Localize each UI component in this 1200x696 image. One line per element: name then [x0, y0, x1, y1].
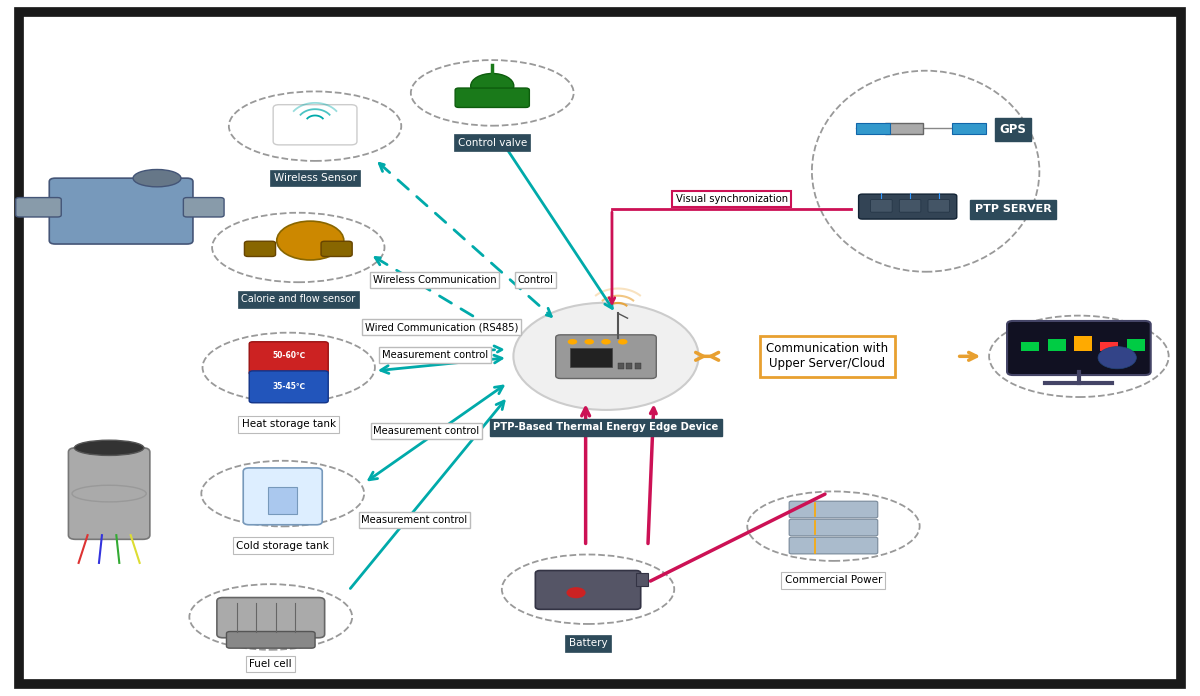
FancyBboxPatch shape	[68, 448, 150, 539]
Text: Battery: Battery	[569, 638, 607, 648]
Text: Measurement control: Measurement control	[382, 350, 488, 360]
Circle shape	[1098, 347, 1136, 369]
FancyBboxPatch shape	[16, 198, 61, 217]
FancyBboxPatch shape	[570, 348, 612, 367]
Circle shape	[601, 339, 611, 345]
FancyBboxPatch shape	[19, 12, 1181, 684]
Text: Control valve: Control valve	[457, 138, 527, 148]
FancyBboxPatch shape	[899, 200, 920, 212]
FancyBboxPatch shape	[857, 122, 889, 134]
Text: Control: Control	[517, 275, 553, 285]
Circle shape	[566, 587, 586, 599]
Text: Commercial Power: Commercial Power	[785, 575, 882, 585]
FancyBboxPatch shape	[455, 88, 529, 107]
Circle shape	[618, 339, 628, 345]
FancyBboxPatch shape	[1100, 342, 1118, 351]
Circle shape	[470, 74, 514, 98]
FancyBboxPatch shape	[217, 598, 325, 638]
Ellipse shape	[133, 170, 181, 187]
Circle shape	[568, 339, 577, 345]
FancyBboxPatch shape	[1007, 321, 1151, 375]
FancyBboxPatch shape	[790, 519, 877, 536]
FancyBboxPatch shape	[952, 122, 985, 134]
Text: Fuel cell: Fuel cell	[250, 659, 292, 669]
Text: Cold storage tank: Cold storage tank	[236, 541, 329, 551]
FancyBboxPatch shape	[636, 574, 648, 586]
Text: Measurement control: Measurement control	[361, 515, 468, 525]
FancyBboxPatch shape	[274, 104, 356, 145]
FancyBboxPatch shape	[250, 342, 329, 375]
FancyBboxPatch shape	[1021, 342, 1039, 351]
FancyBboxPatch shape	[790, 537, 877, 554]
Text: GPS: GPS	[1000, 123, 1026, 136]
FancyBboxPatch shape	[618, 363, 624, 369]
Text: PTP-Based Thermal Energy Edge Device: PTP-Based Thermal Energy Edge Device	[493, 422, 719, 432]
Text: PTP SERVER: PTP SERVER	[974, 205, 1051, 214]
FancyBboxPatch shape	[790, 501, 877, 518]
FancyBboxPatch shape	[49, 178, 193, 244]
FancyBboxPatch shape	[1048, 339, 1066, 351]
Circle shape	[277, 221, 343, 260]
Text: Calorie and flow sensor: Calorie and flow sensor	[241, 294, 355, 304]
Ellipse shape	[74, 440, 144, 455]
FancyBboxPatch shape	[244, 468, 323, 525]
Circle shape	[514, 303, 698, 410]
Text: Visual synchronization: Visual synchronization	[676, 194, 787, 204]
FancyBboxPatch shape	[184, 198, 224, 217]
FancyBboxPatch shape	[269, 487, 298, 514]
Text: Communication with
Upper Server/Cloud: Communication with Upper Server/Cloud	[767, 342, 888, 370]
FancyBboxPatch shape	[1074, 335, 1092, 351]
Circle shape	[584, 339, 594, 345]
FancyBboxPatch shape	[626, 363, 632, 369]
FancyBboxPatch shape	[635, 363, 641, 369]
FancyBboxPatch shape	[227, 631, 316, 648]
FancyBboxPatch shape	[535, 571, 641, 609]
FancyBboxPatch shape	[870, 200, 892, 212]
FancyBboxPatch shape	[884, 122, 923, 134]
Text: Wireless Sensor: Wireless Sensor	[274, 173, 356, 183]
Text: Wired Communication (RS485): Wired Communication (RS485)	[365, 322, 518, 332]
FancyBboxPatch shape	[1127, 339, 1145, 351]
Text: 50-60℃: 50-60℃	[272, 350, 305, 359]
FancyBboxPatch shape	[245, 242, 276, 257]
Text: 35-45℃: 35-45℃	[272, 382, 305, 391]
Text: Heat storage tank: Heat storage tank	[241, 419, 336, 429]
FancyBboxPatch shape	[250, 371, 329, 403]
Text: Wireless Communication: Wireless Communication	[373, 275, 497, 285]
FancyBboxPatch shape	[556, 335, 656, 379]
FancyBboxPatch shape	[322, 242, 352, 257]
FancyBboxPatch shape	[928, 200, 949, 212]
Text: Measurement control: Measurement control	[373, 426, 480, 436]
FancyBboxPatch shape	[859, 194, 956, 219]
